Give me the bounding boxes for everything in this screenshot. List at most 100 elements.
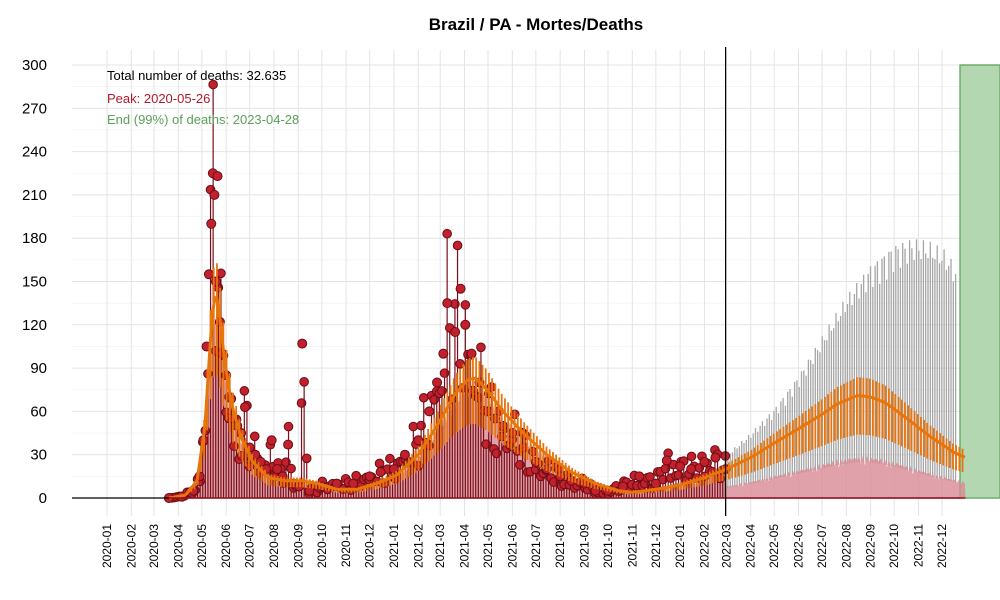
observed-point (650, 478, 661, 489)
annotation-total: Total number of deaths: 32.635 (107, 68, 286, 83)
observed-point (216, 268, 226, 279)
x-tick-label: 2022-01 (673, 524, 687, 568)
observed-point (452, 240, 463, 251)
observed-point (699, 456, 710, 467)
observed-point (283, 439, 294, 450)
chart-title: Brazil / PA - Mortes/Deaths (429, 15, 643, 34)
observed-point (438, 348, 449, 359)
observed-point (460, 319, 471, 330)
x-tick-label: 2020-02 (124, 524, 138, 568)
observed-point (266, 435, 277, 446)
annotation-peak: Peak: 2020-05-26 (107, 91, 210, 106)
observed-point (206, 218, 217, 229)
y-tick-label: 270 (22, 100, 47, 117)
end-region-band (959, 64, 1000, 499)
observed-point (208, 79, 218, 90)
x-tick-label: 2022-02 (697, 524, 711, 568)
x-tick-label: 2022-04 (744, 524, 758, 568)
observed-point (408, 421, 419, 432)
observed-point (209, 189, 220, 200)
x-tick-label: 2021-06 (505, 524, 519, 568)
x-tick-label: 2021-04 (458, 524, 472, 568)
observed-point (497, 420, 508, 431)
x-tick-label: 2021-09 (577, 524, 591, 568)
x-tick-label: 2022-05 (767, 524, 781, 568)
annotations: Total number of deaths: 32.635 Peak: 202… (107, 68, 299, 127)
x-tick-label: 2022-03 (719, 524, 733, 568)
observed-point (239, 386, 250, 396)
x-tick-label: 2020-04 (171, 524, 185, 568)
observed-point (272, 464, 283, 475)
observed-point (476, 342, 486, 353)
observed-point (388, 464, 399, 475)
x-tick-label: 2021-01 (387, 524, 401, 568)
observed-point (455, 359, 465, 369)
x-tick-label: 2022-09 (864, 524, 878, 568)
observed-point (348, 478, 359, 489)
observed-point (286, 463, 296, 474)
observed-point (283, 421, 294, 432)
observed-point (212, 171, 223, 182)
observed-area (168, 308, 966, 498)
end-region (959, 64, 1000, 499)
observed-point (530, 456, 541, 467)
observed-point (299, 377, 309, 387)
x-tick-label: 2020-10 (315, 524, 329, 568)
x-tick-label: 2020-06 (219, 524, 233, 568)
y-tick-label: 90 (30, 360, 47, 377)
fitted-line (168, 294, 966, 500)
observed-point (675, 461, 686, 472)
x-tick-label: 2020-05 (195, 524, 209, 568)
x-tick-label: 2021-11 (625, 524, 639, 567)
x-tick-label: 2022-06 (792, 524, 806, 568)
observed-point (375, 467, 386, 478)
x-tick-label: 2020-11 (339, 524, 353, 567)
observed-point (210, 276, 221, 287)
observed-point (455, 283, 466, 294)
observed-point (507, 428, 518, 439)
observed-point (331, 478, 342, 489)
observed-point (460, 300, 471, 310)
x-tick-label: 2020-07 (243, 524, 257, 568)
x-tick-label: 2020-08 (267, 524, 281, 568)
y-tick-label: 0 (39, 490, 47, 507)
observed-point (424, 406, 435, 417)
x-tick-label: 2021-10 (601, 524, 615, 568)
observed-point (442, 228, 452, 239)
x-tick-label: 2021-07 (529, 524, 543, 568)
observed-point (239, 402, 250, 413)
observed-point (418, 392, 429, 403)
x-tick-label: 2022-07 (815, 524, 829, 568)
x-tick-label: 2022-10 (887, 524, 901, 568)
y-tick-label: 240 (22, 144, 47, 161)
x-tick-label: 2020-12 (363, 524, 377, 568)
annotation-end: End (99%) of deaths: 2023-04-28 (107, 112, 299, 127)
observed-point (413, 435, 424, 446)
y-tick-label: 120 (22, 317, 47, 334)
y-tick-label: 180 (22, 230, 47, 247)
observed-point (686, 451, 697, 462)
x-tick-label: 2021-05 (481, 524, 495, 568)
observed-point (566, 475, 577, 486)
x-tick-label: 2020-03 (147, 524, 161, 568)
observed-point (249, 431, 260, 442)
observed-point (364, 471, 375, 482)
x-tick-label: 2021-02 (411, 524, 425, 568)
observed-point (399, 449, 410, 460)
observed-point (661, 455, 672, 466)
observed-point (450, 327, 461, 338)
x-tick-label: 2021-08 (553, 524, 567, 568)
x-tick-label: 2021-03 (433, 524, 447, 568)
observed-point (634, 471, 645, 482)
observed-point (645, 472, 655, 482)
x-tick-label: 2020-01 (100, 524, 114, 568)
observed-point (297, 338, 308, 349)
y-tick-label: 300 (22, 57, 47, 74)
observed-point (301, 453, 312, 464)
observed-point (710, 452, 721, 463)
observed-point (442, 298, 453, 309)
observed-point (294, 481, 305, 492)
y-tick-label: 60 (30, 403, 47, 420)
x-tick-label: 2020-09 (291, 524, 305, 568)
